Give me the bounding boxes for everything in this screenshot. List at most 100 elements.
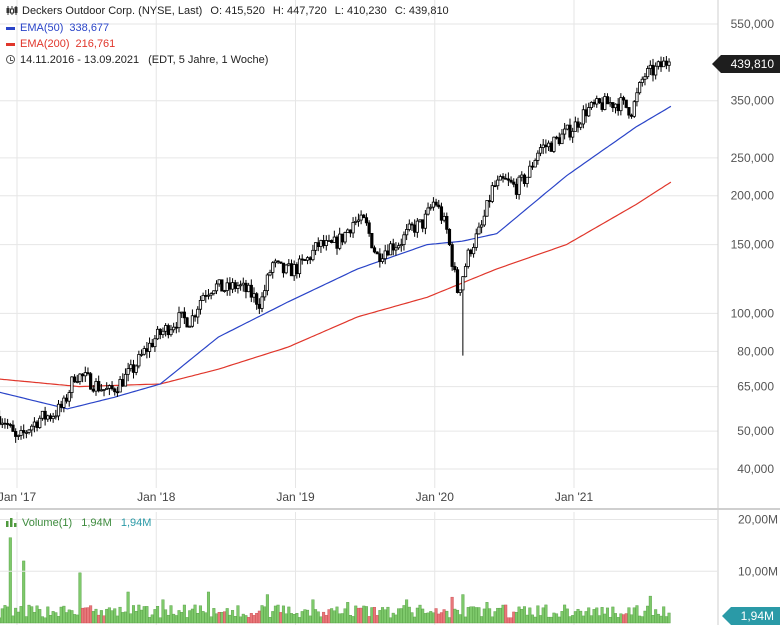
price-candle xyxy=(48,413,53,422)
candle-body xyxy=(573,121,577,132)
candle-body xyxy=(538,147,543,154)
price-candle xyxy=(654,62,658,80)
candle-body xyxy=(560,133,564,145)
price-candle xyxy=(335,235,339,255)
volume-bar xyxy=(16,611,20,624)
price-candle xyxy=(485,200,489,217)
price-candle xyxy=(364,213,369,226)
price-candle xyxy=(311,244,315,262)
price-candle xyxy=(421,219,425,233)
candle-body xyxy=(255,293,259,305)
volume-bar xyxy=(158,617,162,624)
candle-body xyxy=(565,124,569,130)
volume-bar xyxy=(311,599,315,624)
volume-bar xyxy=(113,608,117,624)
volume-bar xyxy=(115,615,119,624)
ema200-legend: EMA(200) 216,761 xyxy=(6,37,115,52)
price-candle xyxy=(426,202,430,216)
volume-bar xyxy=(161,599,165,624)
candle-body xyxy=(608,102,612,105)
candle-body xyxy=(322,240,326,246)
price-candle xyxy=(0,418,4,429)
volume-bar xyxy=(587,607,591,624)
volume-bar xyxy=(231,610,235,624)
candle-body xyxy=(190,315,195,327)
candle-body xyxy=(32,421,37,427)
volume-bar xyxy=(458,614,462,624)
price-candle xyxy=(308,256,312,264)
price-candle xyxy=(375,251,379,255)
candle-body xyxy=(260,296,264,309)
time-tick-label: Jan '20 xyxy=(416,490,455,504)
candle-body xyxy=(498,176,502,181)
candle-body xyxy=(522,174,527,184)
volume-bar xyxy=(174,615,178,624)
candle-body xyxy=(431,201,436,208)
volume-bar xyxy=(271,611,275,624)
volume-bar xyxy=(338,613,342,624)
candle-body xyxy=(303,259,307,261)
candle-body xyxy=(131,364,136,373)
price-candle xyxy=(662,56,666,68)
candle-body xyxy=(415,220,419,233)
candle-body xyxy=(313,242,318,251)
price-candle xyxy=(56,400,61,421)
price-tick-label: 100,000 xyxy=(731,306,775,320)
price-candle xyxy=(182,307,186,325)
volume-bar xyxy=(343,608,347,624)
price-candle xyxy=(142,345,146,356)
candle-body xyxy=(172,326,176,331)
volume-bar xyxy=(35,605,39,624)
price-candle xyxy=(635,87,639,107)
volume-bar xyxy=(142,606,146,624)
volume-bar xyxy=(635,605,639,624)
volume-bar xyxy=(493,611,497,624)
candle-body xyxy=(584,109,588,117)
price-candle xyxy=(383,244,387,265)
volume-bar xyxy=(608,616,612,624)
price-candle xyxy=(418,219,422,223)
candle-body xyxy=(169,329,173,336)
close-value: C: 439,810 xyxy=(394,5,449,17)
candle-body xyxy=(252,293,256,298)
price-candle xyxy=(496,175,500,190)
price-candle xyxy=(461,276,465,356)
price-candle xyxy=(3,418,7,429)
price-candle xyxy=(105,382,109,390)
volume-bar xyxy=(359,607,363,624)
volume-bar xyxy=(316,611,320,624)
candle-body xyxy=(24,431,28,434)
date-range: 14.11.2016 - 13.09.2021 xyxy=(20,54,140,66)
price-candle xyxy=(482,209,486,227)
candle-body xyxy=(512,181,516,185)
candle-body xyxy=(589,101,594,108)
price-candle xyxy=(656,60,660,70)
candle-body xyxy=(520,174,524,178)
price-candle xyxy=(268,269,272,277)
volume-bar xyxy=(225,608,229,624)
price-candle xyxy=(131,359,136,379)
price-candle xyxy=(247,282,251,293)
volume-bar xyxy=(236,605,240,624)
volume-bar xyxy=(121,612,125,624)
volume-bar xyxy=(482,608,486,624)
volume-bar xyxy=(378,610,382,624)
price-candle xyxy=(571,127,575,143)
price-candle xyxy=(225,277,229,296)
volume-bar xyxy=(260,605,264,624)
price-candle xyxy=(239,280,243,291)
price-candle xyxy=(244,279,248,299)
price-candle xyxy=(43,406,47,426)
price-candle xyxy=(554,135,559,140)
price-candle xyxy=(356,213,361,227)
candle-body xyxy=(22,430,26,433)
volume-value-1: 1,94M xyxy=(81,517,112,529)
price-candles xyxy=(0,56,671,443)
price-candle xyxy=(279,261,283,265)
volume-bar xyxy=(0,617,2,624)
ema200-path xyxy=(0,181,672,388)
candle-body xyxy=(59,403,63,408)
volume-bar xyxy=(391,612,395,624)
price-candle xyxy=(97,375,101,393)
